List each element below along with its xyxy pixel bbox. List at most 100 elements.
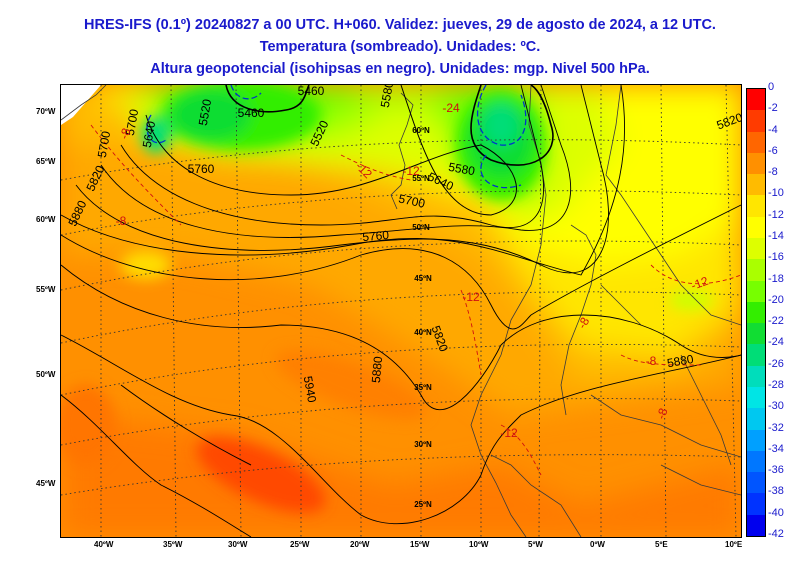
colorbar [746, 88, 766, 537]
lon-axis-label: 20ºW [350, 540, 370, 549]
isohypse-label: 5760 [188, 162, 215, 176]
colorbar-segment [747, 301, 765, 324]
colorbar-segment [747, 387, 765, 409]
isohypse-label: 5580 [447, 160, 476, 178]
colorbar-segment [747, 195, 765, 218]
lat-axis-label: 50ºW [36, 370, 56, 379]
colorbar-tick-label: -32 [768, 421, 784, 434]
colorbar-segment [747, 152, 765, 175]
lon-axis-label: 40ºW [94, 540, 114, 549]
colorbar-tick-label: -2 [768, 102, 778, 115]
map-panel: 60ºN 55ºN 50ºN 45ºN 40ºN 35ºN 30ºN 25ºN 5460 546… [60, 84, 742, 538]
colorbar-tick-label: -30 [768, 400, 784, 413]
colorbar-tick-label: -16 [768, 251, 784, 264]
colorbar-tick-label: -40 [768, 506, 784, 519]
colorbar-segment [747, 514, 765, 537]
isohypse-label: 5700 [123, 108, 141, 137]
interior-lat-label: 40ºN [414, 328, 432, 337]
isohypse-label: 5880 [369, 355, 385, 383]
interior-lat-label: 30ºN [414, 440, 432, 449]
lat-axis-label: 70ºW [36, 107, 56, 116]
temperature-label: -24 [442, 101, 460, 115]
isohypse-label: 5520 [196, 98, 214, 127]
colorbar-segment [747, 450, 765, 473]
isohypse-label: 5580 [378, 85, 396, 109]
colorbar-tick-label: -24 [768, 336, 784, 349]
lon-axis-label: 25ºW [290, 540, 310, 549]
lon-axis-label: 10ºW [469, 540, 489, 549]
colorbar-tick-label: -42 [768, 528, 784, 540]
isohypse-label: 5700 [95, 130, 113, 159]
temperature-label: -8 [646, 354, 657, 368]
colorbar-tick-label: -18 [768, 272, 784, 285]
lon-axis-label: 5ºW [528, 540, 543, 549]
interior-lat-label: 35ºN [414, 383, 432, 392]
colorbar-segment [747, 323, 765, 345]
map-title-line2: Temperatura (sombreado). Unidades: ºC. [259, 39, 541, 55]
colorbar-segment [747, 131, 765, 154]
colorbar-segment [747, 216, 765, 239]
temperature-label: -8 [117, 126, 134, 141]
colorbar-segment [747, 408, 765, 431]
temperature-label: -8 [654, 406, 671, 421]
lat-axis-label: 55ºW [36, 285, 56, 294]
lon-axis-label: 5ºE [655, 540, 668, 549]
colorbar-tick-label: -34 [768, 442, 784, 455]
colorbar-tick-label: -4 [768, 123, 778, 136]
isohypse-label: 5640 [140, 120, 158, 149]
lon-axis-label: 0ºW [590, 540, 605, 549]
isohypse-label: 5760 [362, 228, 390, 244]
interior-lat-labels: 60ºN 55ºN 50ºN 45ºN 40ºN 35ºN 30ºN 25ºN [412, 126, 432, 509]
colorbar-segment [747, 280, 765, 303]
graticule [61, 85, 741, 537]
lon-axis-label: 15ºW [410, 540, 430, 549]
map-title-line1: HRES-IFS (0.1º) 20240827 a 00 UTC. H+060… [84, 17, 716, 33]
colorbar-segment [747, 344, 765, 367]
colorbar-segment [747, 365, 765, 388]
warm-isotherms [90, 124, 741, 476]
colorbar-segment [747, 89, 765, 111]
colorbar-tick-label: -6 [768, 144, 778, 157]
colorbar-segment [747, 174, 765, 196]
isohypse-label: 5880 [666, 352, 695, 370]
colorbar-tick-label: -14 [768, 230, 784, 242]
map-title-line3: Altura geopotencial (isohipsas en negro)… [150, 61, 650, 77]
colorbar-tick-label: -10 [768, 187, 784, 200]
colorbar-segment [747, 429, 765, 452]
colorbar-tick-label: -38 [768, 485, 784, 498]
colorbar-segment [747, 238, 765, 260]
isohypse-label: 5700 [397, 191, 426, 210]
interior-lat-label: 50ºN [412, 223, 430, 232]
isohypse-label: 5460 [238, 106, 265, 120]
temperature-label: -12 [462, 290, 480, 304]
interior-lat-label: 60ºN [412, 126, 430, 135]
colorbar-segment [747, 472, 765, 494]
colorbar-tick-label: -12 [768, 208, 784, 221]
temperature-label: -12 [689, 274, 710, 293]
colorbar-tick-label: -36 [768, 464, 784, 477]
isohypse-label: 5940 [301, 375, 319, 404]
interior-lat-label: 45ºN [414, 274, 432, 283]
lat-axis-label: 65ºW [36, 157, 56, 166]
colorbar-tick-label: -28 [768, 379, 784, 391]
cold-isotherms [146, 85, 527, 189]
colorbar-tick-label: -20 [768, 293, 784, 306]
colorbar-tick-label: -8 [768, 166, 778, 179]
isohypse-label-group: 5460546055205520558055805640564057005700… [65, 85, 741, 404]
isohypse-label: 5460 [298, 85, 325, 98]
colorbar-segment [747, 259, 765, 282]
temperature-map: 60ºN 55ºN 50ºN 45ºN 40ºN 35ºN 30ºN 25ºN 5460 546… [61, 85, 741, 537]
interior-lat-label: 55ºN [412, 174, 430, 183]
temperature-label: -12 [500, 426, 518, 440]
colorbar-tick-label: -22 [768, 315, 784, 328]
lat-axis-label: 45ºW [36, 479, 56, 488]
lon-axis-label: 30ºW [228, 540, 248, 549]
colorbar-tick-label: -26 [768, 357, 784, 370]
colorbar-segment [747, 493, 765, 516]
colorbar-segment [747, 110, 765, 133]
temperature-cores [61, 85, 713, 513]
temperature-label: -8 [116, 214, 127, 228]
colorbar-tick-label: 0 [768, 81, 775, 93]
interior-lat-label: 25ºN [414, 500, 432, 509]
lon-axis-label: 10ºE [725, 540, 743, 549]
